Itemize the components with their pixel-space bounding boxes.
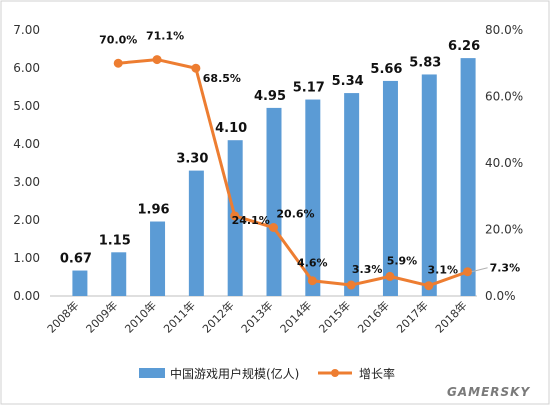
- growth-rate-marker: [463, 267, 473, 277]
- x-tick-label: 2012年: [199, 298, 236, 335]
- bar-data-label: 5.66: [370, 62, 402, 77]
- legend-bar-swatch: [139, 368, 165, 378]
- rate-data-label: 71.1%: [146, 30, 184, 43]
- x-tick-label: 2008年: [44, 298, 81, 335]
- growth-rate-marker: [385, 271, 395, 281]
- growth-rate-marker: [307, 276, 317, 286]
- y-right-tick-label: 40.0%: [485, 156, 523, 170]
- bar-data-label: 5.17: [293, 81, 325, 96]
- bar: [188, 170, 204, 296]
- x-tick-label: 2009年: [83, 298, 120, 335]
- bar-data-label: 4.10: [215, 121, 247, 136]
- x-tick-label: 2016年: [355, 298, 392, 335]
- rate-data-label: 20.6%: [276, 208, 314, 221]
- x-tick-label: 2010年: [122, 298, 159, 335]
- growth-rate-marker: [424, 281, 434, 291]
- y-left-tick-label: 6.00: [13, 61, 40, 75]
- legend: 中国游戏用户规模(亿人) 增长率: [139, 366, 395, 381]
- growth-rate-marker: [346, 280, 356, 290]
- bar-data-label: 4.95: [254, 89, 286, 104]
- bar-data-label: 3.30: [176, 152, 208, 167]
- bar-data-label: 5.83: [409, 55, 441, 70]
- growth-rate-marker: [230, 211, 240, 221]
- bar-data-label: 0.67: [60, 252, 92, 267]
- x-tick-label: 2017年: [393, 298, 430, 335]
- rate-leader-line: [471, 267, 488, 273]
- bar-data-label: 5.34: [332, 74, 364, 89]
- y-right-tick-label: 20.0%: [485, 223, 523, 237]
- growth-rate-data-labels: 70.0% 71.1% 68.5% 24.1% 20.6% 4.6% 3.3% 5.9% 3.1…: [99, 30, 520, 277]
- x-axis-labels: 2008年 2009年 2010年 2011年 2012年 2013年 2014年 2015年…: [44, 298, 470, 335]
- rate-data-label: 4.6%: [297, 257, 328, 270]
- x-tick-label: 2014年: [277, 298, 314, 335]
- x-tick-label: 2013年: [238, 298, 275, 335]
- y-left-tick-label: 5.00: [13, 99, 40, 113]
- rate-data-label: 24.1%: [232, 214, 270, 227]
- growth-rate-series: [113, 55, 473, 291]
- bar-data-label: 1.15: [99, 233, 131, 248]
- user-scale-data-labels: 0.67 1.15 1.96 3.30 4.10 4.95 5.17 5.34 5.66 5.83…: [60, 39, 480, 266]
- growth-rate-marker: [269, 223, 278, 233]
- rate-data-label: 3.1%: [428, 264, 459, 277]
- y-right-tick-label: 0.0%: [485, 289, 516, 303]
- bar: [305, 99, 321, 296]
- y-left-tick-label: 3.00: [13, 175, 40, 189]
- bar: [344, 93, 360, 296]
- bar: [382, 80, 398, 296]
- legend-line-marker: [331, 369, 339, 377]
- bar-data-label: 1.96: [138, 203, 170, 218]
- growth-rate-marker: [152, 55, 162, 65]
- bar: [150, 221, 166, 296]
- watermark-logo: GAMERSKY: [447, 385, 530, 399]
- rate-data-label: 3.3%: [352, 263, 383, 276]
- bar: [111, 252, 127, 296]
- bar-data-label: 6.26: [448, 39, 480, 54]
- x-tick-label: 2015年: [316, 298, 353, 335]
- growth-rate-marker: [113, 58, 123, 68]
- rate-data-label: 68.5%: [203, 72, 241, 85]
- y-left-tick-label: 0.00: [13, 289, 40, 303]
- growth-rate-line: [118, 58, 469, 288]
- bar: [421, 74, 437, 297]
- legend-bar-label: 中国游戏用户规模(亿人): [170, 366, 299, 381]
- y-left-tick-label: 2.00: [13, 213, 40, 227]
- bar: [266, 107, 282, 297]
- y-left-tick-label: 7.00: [13, 23, 40, 37]
- bar: [72, 270, 88, 296]
- y-right-tick-label: 60.0%: [485, 90, 523, 104]
- y-right-tick-label: 80.0%: [485, 23, 523, 37]
- rate-data-label: 70.0%: [99, 33, 137, 46]
- x-tick-label: 2011年: [161, 298, 198, 335]
- rate-data-label: 5.9%: [387, 254, 418, 267]
- growth-rate-marker: [191, 63, 201, 73]
- bar: [460, 58, 476, 297]
- y-left-tick-label: 4.00: [13, 137, 40, 151]
- y-left-tick-label: 1.00: [13, 251, 40, 265]
- right-y-axis: 0.0% 20.0% 40.0% 60.0% 80.0%: [485, 23, 523, 303]
- rate-data-label: 7.3%: [490, 262, 521, 275]
- legend-line-label: 增长率: [359, 366, 395, 381]
- left-y-axis: 0.00 1.00 2.00 3.00 4.00 5.00 6.00 7.00: [13, 23, 40, 303]
- x-tick-label: 2018年: [432, 298, 469, 335]
